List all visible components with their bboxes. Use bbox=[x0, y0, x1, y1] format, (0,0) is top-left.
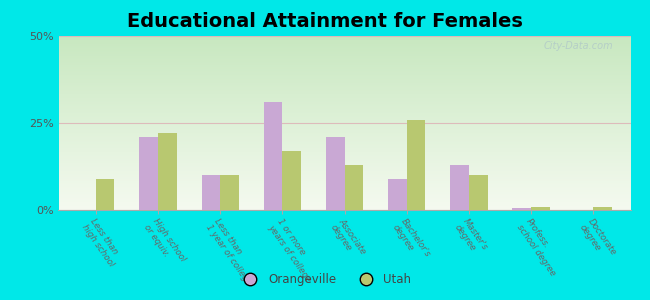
Bar bbox=[326, 137, 344, 210]
Bar bbox=[220, 175, 239, 210]
Text: City-Data.com: City-Data.com bbox=[543, 41, 614, 51]
Bar bbox=[407, 119, 425, 210]
Bar bbox=[264, 102, 282, 210]
Legend: Orangeville, Utah: Orangeville, Utah bbox=[234, 269, 416, 291]
Bar bbox=[202, 175, 220, 210]
Bar bbox=[388, 179, 407, 210]
Bar bbox=[531, 206, 550, 210]
Bar bbox=[469, 175, 488, 210]
Bar bbox=[512, 208, 531, 210]
Bar bbox=[593, 206, 612, 210]
Bar bbox=[450, 165, 469, 210]
Bar bbox=[139, 137, 158, 210]
Bar bbox=[158, 134, 177, 210]
Text: Educational Attainment for Females: Educational Attainment for Females bbox=[127, 12, 523, 31]
Bar bbox=[344, 165, 363, 210]
Bar bbox=[96, 179, 114, 210]
Bar bbox=[282, 151, 301, 210]
